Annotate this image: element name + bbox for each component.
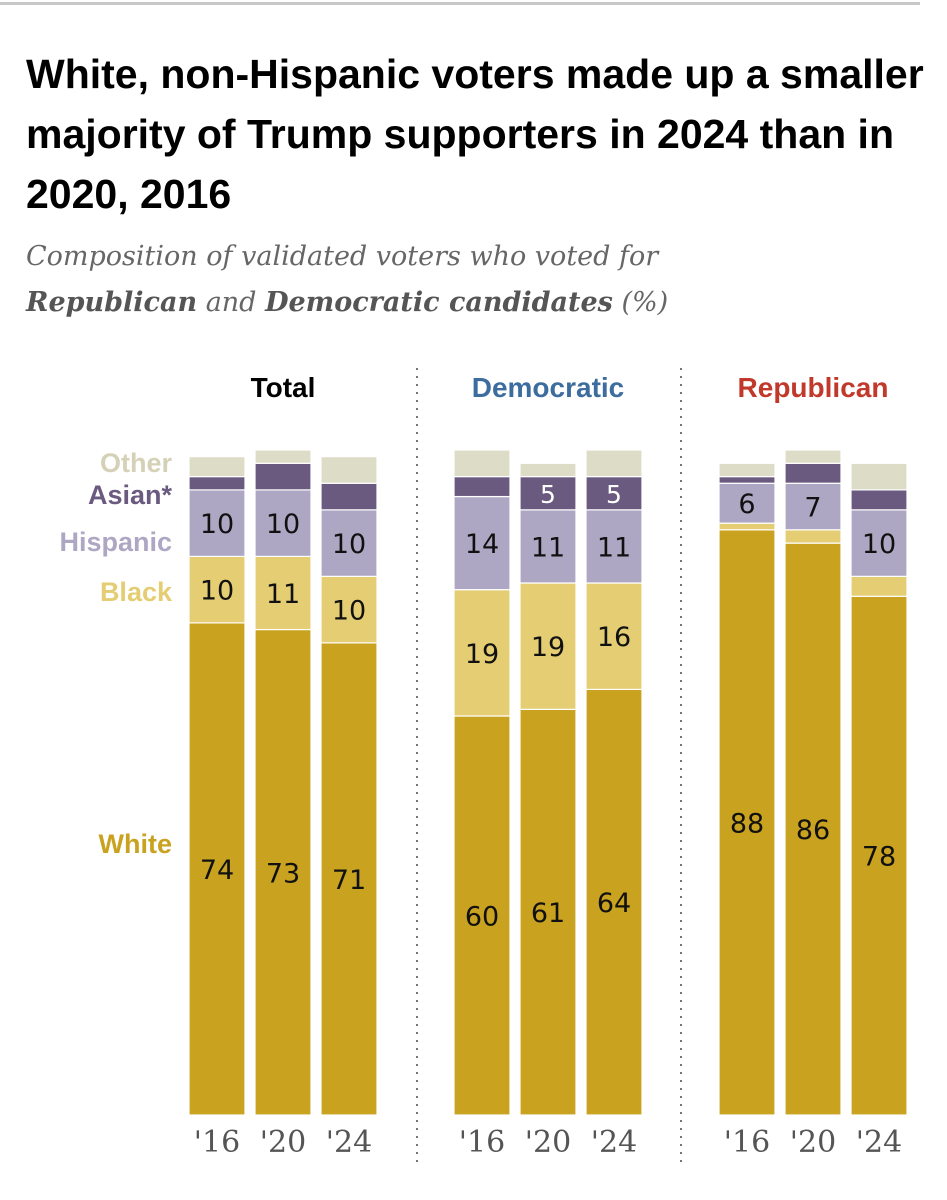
data-label-white: 73 bbox=[266, 858, 300, 889]
chart-subtitle: Composition of validated voters who vote… bbox=[26, 234, 926, 326]
group-header-republican: Republican bbox=[738, 372, 889, 403]
bar-segment-white bbox=[453, 715, 511, 1116]
bar-segment-hispanic bbox=[519, 509, 577, 584]
data-label-white: 86 bbox=[796, 815, 830, 846]
legend-label-other: Other bbox=[100, 448, 173, 478]
subtitle-text-2: and bbox=[205, 287, 257, 318]
data-label-white: 60 bbox=[465, 902, 499, 933]
bar-segment-other bbox=[850, 462, 908, 491]
subtitle-text-3: (%) bbox=[621, 287, 669, 318]
data-label-white: 88 bbox=[730, 808, 764, 839]
bar-segment-other bbox=[585, 449, 643, 478]
data-label-hispanic: 6 bbox=[738, 489, 755, 520]
legend-label-hispanic: Hispanic bbox=[59, 527, 172, 557]
bar-segment-asian bbox=[320, 482, 378, 511]
data-label-black: 10 bbox=[200, 576, 234, 607]
bar-segment-white bbox=[254, 628, 312, 1116]
data-label-black: 19 bbox=[531, 632, 565, 663]
data-label-hispanic: 10 bbox=[332, 529, 366, 560]
bar-segment-asian bbox=[254, 462, 312, 491]
data-label-white: 71 bbox=[332, 865, 366, 896]
data-label-hispanic: 11 bbox=[597, 532, 631, 563]
bar-segment-black bbox=[519, 582, 577, 710]
bar-segment-hispanic bbox=[320, 509, 378, 577]
data-label-hispanic: 10 bbox=[200, 509, 234, 540]
bar-segment-black bbox=[188, 555, 246, 624]
bar-segment-asian bbox=[718, 476, 776, 484]
x-tick-label: '20 bbox=[260, 1125, 306, 1160]
bar-segment-hispanic bbox=[784, 482, 842, 531]
legend-label-black: Black bbox=[100, 577, 173, 607]
bar-segment-hispanic bbox=[850, 509, 908, 577]
data-label-white: 64 bbox=[597, 888, 631, 919]
bar-segment-asian bbox=[585, 476, 643, 511]
chart-title: White, non-Hispanic voters made up a sma… bbox=[26, 51, 924, 217]
bar-segment-white bbox=[718, 529, 776, 1116]
bar-segment-black bbox=[320, 575, 378, 644]
data-label-black: 16 bbox=[597, 622, 631, 653]
group-header-democratic: Democratic bbox=[472, 372, 625, 403]
bar-segment-black bbox=[718, 522, 776, 531]
bar-segment-hispanic bbox=[188, 489, 246, 557]
top-rule bbox=[0, 2, 920, 5]
bar-segment-white bbox=[850, 595, 908, 1116]
x-tick-label: '16 bbox=[724, 1125, 770, 1160]
legend-label-white: White bbox=[99, 829, 173, 859]
bar-segment-black bbox=[254, 555, 312, 631]
data-label-white: 78 bbox=[862, 842, 896, 873]
bar-segment-other bbox=[320, 456, 378, 484]
bar-segment-hispanic bbox=[585, 509, 643, 584]
data-label-asian: 5 bbox=[606, 480, 622, 509]
subtitle-bold-democratic: Democratic candidates bbox=[265, 287, 613, 318]
bar-segment-other bbox=[784, 449, 842, 464]
bar-segment-asian bbox=[784, 462, 842, 484]
x-tick-label: '20 bbox=[790, 1125, 836, 1160]
bar-segment-other bbox=[519, 462, 577, 478]
data-label-hispanic: 10 bbox=[862, 529, 896, 560]
x-tick-label: '24 bbox=[856, 1125, 902, 1160]
group-header-total: Total bbox=[251, 372, 316, 403]
subtitle-bold-republican: Republican bbox=[26, 287, 198, 318]
x-tick-label: '24 bbox=[591, 1125, 637, 1160]
data-label-white: 61 bbox=[531, 898, 565, 929]
data-label-white: 74 bbox=[200, 855, 234, 886]
bar-segment-white bbox=[519, 708, 577, 1116]
data-label-hispanic: 14 bbox=[465, 529, 499, 560]
bar-segment-black bbox=[585, 582, 643, 691]
bar-segment-other bbox=[188, 456, 246, 478]
bar-segment-other bbox=[453, 449, 511, 478]
data-label-hispanic: 7 bbox=[804, 493, 821, 524]
bar-segment-black bbox=[850, 575, 908, 597]
bar-segment-asian bbox=[850, 489, 908, 511]
data-label-hispanic: 11 bbox=[531, 532, 565, 563]
bar-segment-other bbox=[718, 462, 776, 478]
subtitle-text-1: Composition of validated voters who vote… bbox=[26, 241, 659, 272]
bar-segment-black bbox=[784, 529, 842, 544]
x-tick-label: '16 bbox=[194, 1125, 240, 1160]
data-label-black: 10 bbox=[332, 596, 366, 627]
bar-segment-white bbox=[585, 688, 643, 1116]
bar-segment-black bbox=[453, 589, 511, 717]
bar-segment-asian bbox=[453, 476, 511, 498]
data-label-black: 19 bbox=[465, 639, 499, 670]
bar-segment-white bbox=[320, 642, 378, 1116]
x-tick-label: '20 bbox=[525, 1125, 571, 1160]
data-label-black: 11 bbox=[266, 579, 300, 610]
x-tick-label: '16 bbox=[459, 1125, 505, 1160]
bar-segment-asian bbox=[519, 476, 577, 511]
x-tick-label: '24 bbox=[326, 1125, 372, 1160]
bar-segment-white bbox=[784, 542, 842, 1116]
bar-segment-hispanic bbox=[453, 495, 511, 591]
bar-segment-asian bbox=[188, 476, 246, 491]
legend-label-asian: Asian* bbox=[88, 480, 173, 510]
bar-segment-other bbox=[254, 449, 312, 464]
data-label-hispanic: 10 bbox=[266, 509, 300, 540]
data-label-asian: 5 bbox=[540, 480, 556, 509]
bar-segment-hispanic bbox=[718, 482, 776, 524]
